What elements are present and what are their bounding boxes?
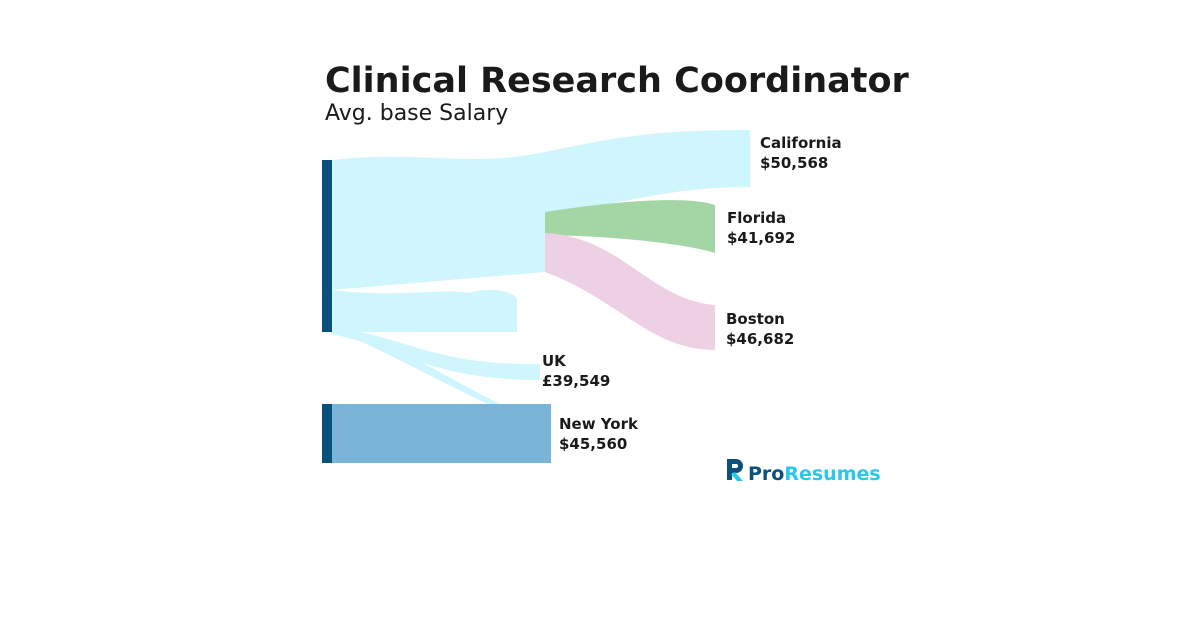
brand-logo: ProResumes bbox=[727, 459, 881, 485]
brand-prefix: Pro bbox=[748, 463, 784, 485]
brand-name: ProResumes bbox=[748, 463, 881, 485]
source-node bbox=[322, 160, 332, 332]
flow bbox=[338, 332, 500, 404]
labels: California $50,568 Florida $41,692 Boston $46… bbox=[542, 134, 842, 453]
value-label: $46,682 bbox=[726, 330, 794, 348]
value-label: $45,560 bbox=[559, 435, 627, 453]
node-label: UK bbox=[542, 352, 567, 370]
flow bbox=[331, 289, 517, 332]
node-label: California bbox=[760, 134, 842, 152]
value-label: $41,692 bbox=[727, 229, 795, 247]
flows bbox=[331, 130, 750, 463]
logo-icon bbox=[731, 472, 743, 481]
flow bbox=[331, 130, 750, 290]
flow bbox=[331, 328, 540, 380]
value-label: $50,568 bbox=[760, 154, 828, 172]
flow bbox=[545, 233, 715, 350]
node-label: New York bbox=[559, 415, 639, 433]
node-label: Florida bbox=[727, 209, 786, 227]
logo-icon bbox=[727, 459, 743, 480]
value-label: £39,549 bbox=[542, 372, 610, 390]
node-label: Boston bbox=[726, 310, 785, 328]
chart-title: Clinical Research Coordinator bbox=[325, 61, 910, 101]
chart-subtitle: Avg. base Salary bbox=[325, 101, 508, 126]
flow bbox=[331, 404, 551, 463]
source-node bbox=[322, 404, 332, 463]
flow bbox=[545, 200, 715, 253]
brand-suffix: Resumes bbox=[784, 463, 880, 485]
